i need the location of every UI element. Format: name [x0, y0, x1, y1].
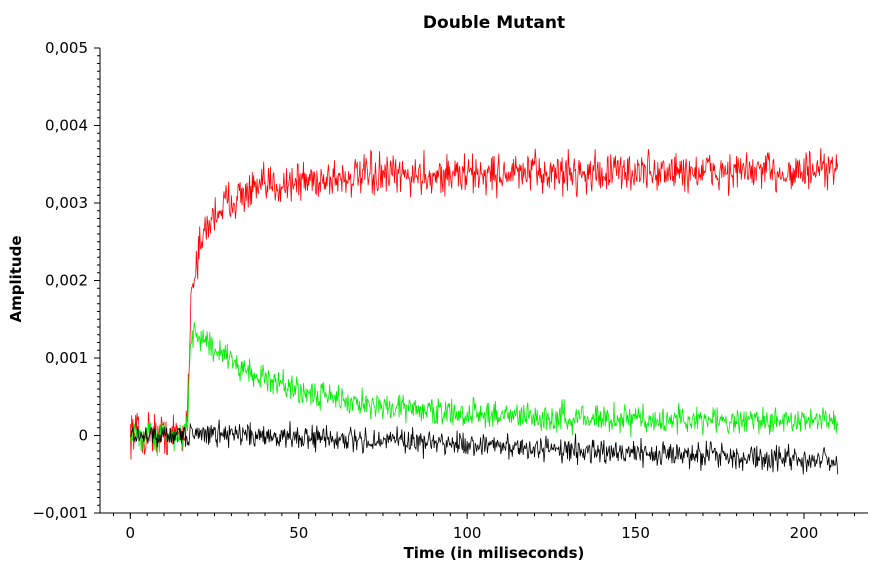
y-tick-label: 0,002 — [45, 272, 88, 290]
series-line-3 — [130, 419, 839, 475]
x-tick-label: 100 — [453, 524, 482, 542]
y-axis-title: Amplitude — [7, 235, 25, 322]
series-line-1 — [129, 148, 839, 460]
plot-area: −0,001 0 0,001 0,002 0,003 0,004 0,005 0 50 100 15… — [32, 39, 868, 542]
x-tick-label: 200 — [790, 524, 819, 542]
y-tick-label: −0,001 — [32, 504, 88, 522]
x-axis-title: Time (in miliseconds) — [404, 544, 585, 562]
x-tick-label: 50 — [289, 524, 308, 542]
y-tick-label: 0 — [78, 427, 88, 445]
y-tick-label: 0,001 — [45, 349, 88, 367]
x-tick-label: 150 — [621, 524, 650, 542]
series-line-2 — [129, 322, 839, 457]
chart-title: Double Mutant — [423, 13, 565, 33]
y-tick-label: 0,005 — [45, 39, 88, 57]
y-tick-label: 0,003 — [45, 194, 88, 212]
x-tick-label: 0 — [126, 524, 136, 542]
y-tick-label: 0,004 — [45, 117, 88, 135]
